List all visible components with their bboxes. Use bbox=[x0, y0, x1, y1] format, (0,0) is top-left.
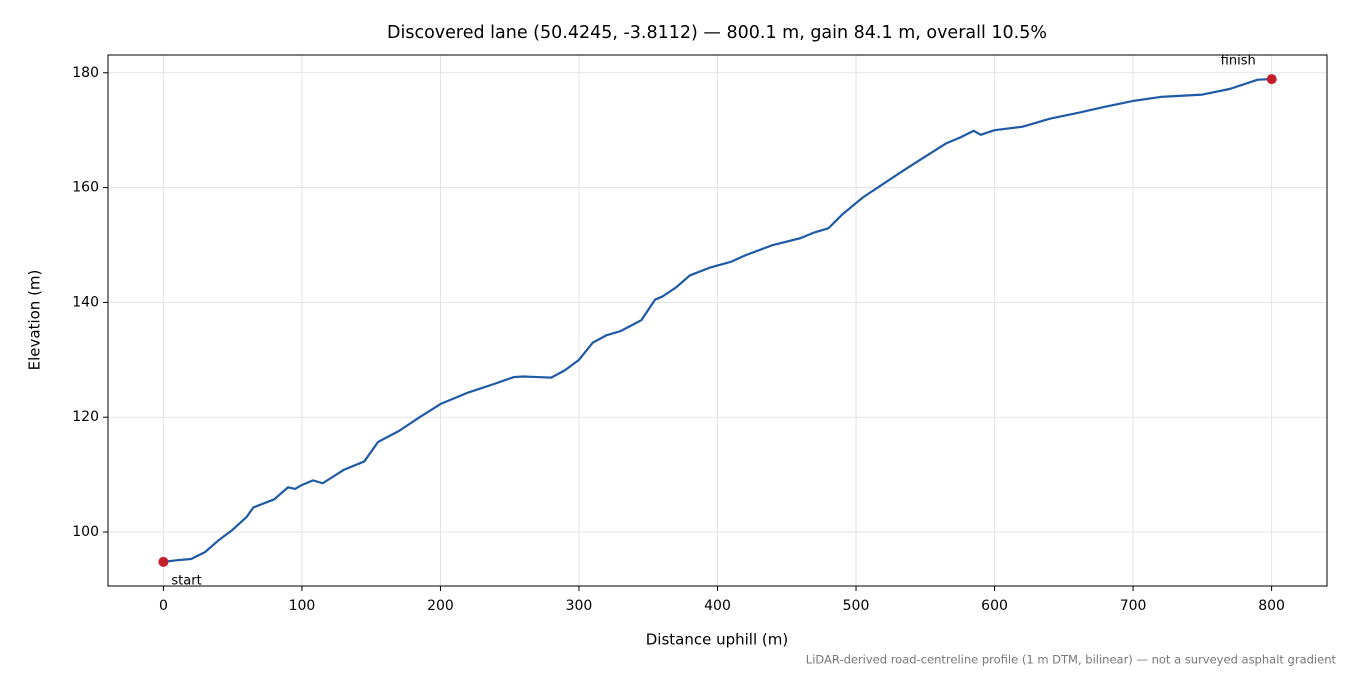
y-tick-label: 180 bbox=[72, 65, 99, 81]
endpoint-marker bbox=[158, 556, 169, 567]
x-tick-label: 0 bbox=[159, 598, 168, 614]
endpoint-marker bbox=[1266, 74, 1277, 85]
plot-frame bbox=[107, 54, 1328, 587]
y-tick-label: 140 bbox=[72, 294, 99, 310]
annotation: start bbox=[171, 573, 201, 588]
y-tick-label: 120 bbox=[72, 409, 99, 425]
x-tick-label: 800 bbox=[1258, 598, 1285, 614]
annotation: finish bbox=[1221, 54, 1256, 69]
x-tick-label: 400 bbox=[704, 598, 731, 614]
y-tick-label: 160 bbox=[72, 180, 99, 196]
x-tick-label: 200 bbox=[427, 598, 454, 614]
x-tick-label: 300 bbox=[566, 598, 593, 614]
x-axis-label: Distance uphill (m) bbox=[646, 631, 788, 649]
x-tick-label: 100 bbox=[289, 598, 316, 614]
chart-title: Discovered lane (50.4245, -3.8112) — 800… bbox=[387, 23, 1047, 43]
y-axis-label: Elevation (m) bbox=[26, 270, 44, 371]
x-tick-label: 600 bbox=[981, 598, 1008, 614]
footnote: LiDAR-derived road-centreline profile (1… bbox=[806, 653, 1337, 667]
y-tick-label: 100 bbox=[72, 524, 99, 540]
line bbox=[163, 78, 1272, 563]
x-tick-label: 500 bbox=[843, 598, 870, 614]
x-tick-label: 700 bbox=[1120, 598, 1147, 614]
